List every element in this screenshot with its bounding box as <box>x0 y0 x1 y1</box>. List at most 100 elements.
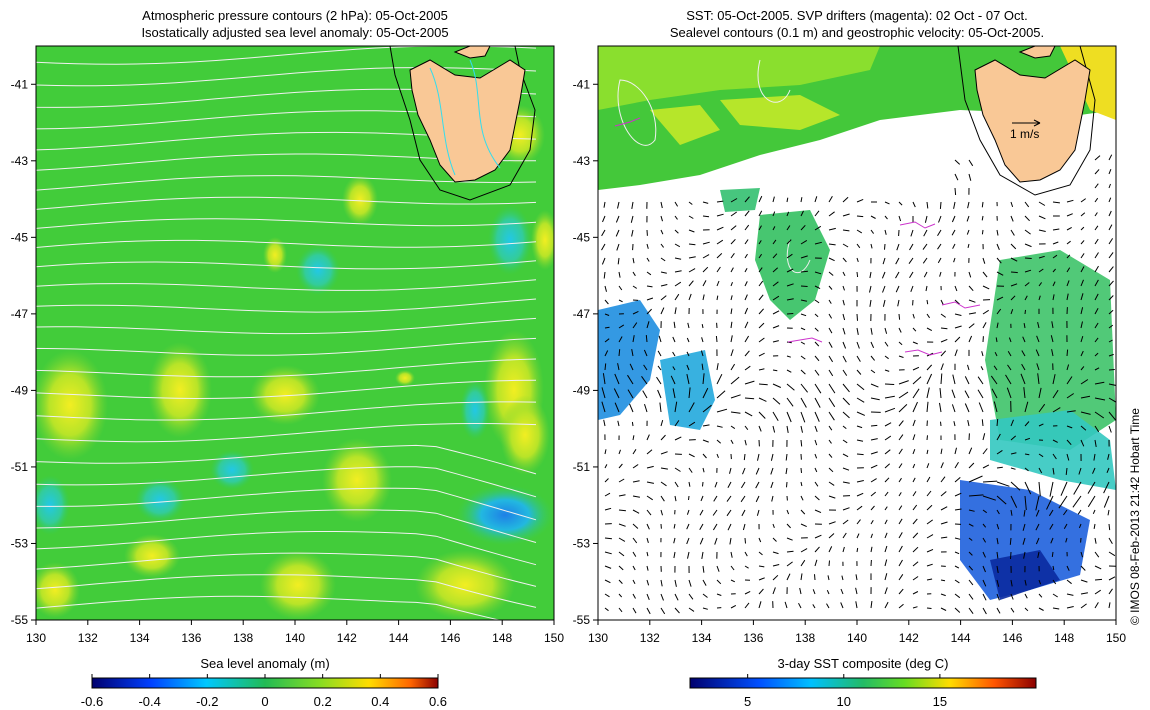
sla-colorbar-label: Sea level anomaly (m) <box>200 656 330 671</box>
sla-anomaly-blobs <box>36 105 554 620</box>
velocity-arrow <box>618 593 623 598</box>
velocity-arrow <box>688 293 692 301</box>
velocity-arrow <box>954 593 961 599</box>
velocity-arrow <box>982 607 987 615</box>
pressure-contour-line <box>36 531 537 566</box>
velocity-arrow <box>1024 481 1032 495</box>
velocity-arrow <box>674 467 681 472</box>
pressure-contour-line <box>36 260 537 274</box>
velocity-arrow <box>1094 238 1099 245</box>
velocity-arrow <box>840 602 844 609</box>
velocity-arrow <box>856 341 860 349</box>
velocity-arrow <box>657 365 662 371</box>
velocity-arrow <box>828 313 833 319</box>
velocity-arrow <box>800 439 803 447</box>
velocity-arrow <box>926 387 930 399</box>
velocity-arrow <box>616 243 620 251</box>
velocity-arrow <box>1080 321 1083 329</box>
velocity-arrow <box>842 285 845 291</box>
velocity-arrow <box>672 366 676 371</box>
velocity-arrow <box>772 383 782 388</box>
velocity-arrow <box>842 532 847 539</box>
velocity-arrow <box>730 282 733 287</box>
velocity-arrow <box>699 509 704 516</box>
velocity-arrow <box>1066 425 1073 429</box>
velocity-arrow <box>672 336 676 343</box>
velocity-arrow <box>1010 215 1014 222</box>
velocity-arrow <box>646 465 654 469</box>
velocity-arrow <box>1066 364 1070 371</box>
velocity-arrow <box>895 271 900 279</box>
velocity-arrow <box>1108 224 1113 231</box>
velocity-arrow <box>1094 279 1099 287</box>
velocity-arrow <box>1094 352 1099 357</box>
velocity-arrow <box>981 351 984 357</box>
velocity-arrow <box>982 464 990 469</box>
velocity-arrow <box>786 239 792 245</box>
velocity-arrow <box>1008 337 1012 343</box>
velocity-arrow <box>730 579 736 583</box>
velocity-arrow <box>855 587 858 595</box>
velocity-arrow <box>898 391 909 399</box>
velocity-arrow <box>1051 551 1054 557</box>
velocity-arrow <box>869 285 872 293</box>
velocity-arrow <box>968 159 974 167</box>
velocity-arrow <box>1035 537 1040 545</box>
velocity-arrow <box>884 215 888 220</box>
velocity-arrow <box>660 467 668 470</box>
velocity-arrow <box>630 215 634 223</box>
velocity-arrow <box>884 587 888 595</box>
velocity-arrow <box>1080 366 1085 371</box>
velocity-arrow <box>1010 229 1015 236</box>
velocity-arrow <box>870 215 876 219</box>
velocity-arrow <box>674 293 680 301</box>
velocity-arrow <box>939 388 942 399</box>
velocity-arrow <box>800 224 806 231</box>
velocity-arrow <box>646 579 650 586</box>
velocity-arrow <box>1108 537 1113 544</box>
velocity-arrow <box>828 481 835 486</box>
sealevel-contours <box>617 59 811 273</box>
velocity-arrow <box>1103 481 1110 494</box>
velocity-arrow <box>814 271 822 275</box>
velocity-arrow <box>716 408 728 413</box>
velocity-arrow <box>641 376 648 385</box>
velocity-arrow <box>632 537 638 544</box>
velocity-arrow <box>912 419 916 427</box>
velocity-arrow <box>982 579 987 587</box>
velocity-arrow <box>632 593 636 599</box>
velocity-arrow <box>954 565 960 569</box>
colorbar-tick-label: 0.4 <box>371 694 389 709</box>
velocity-arrow <box>744 210 750 217</box>
velocity-arrow <box>1035 495 1040 511</box>
velocity-arrow <box>632 257 635 264</box>
velocity-arrow <box>674 215 678 220</box>
velocity-arrow <box>1094 293 1099 301</box>
velocity-arrow <box>786 355 791 358</box>
velocity-arrow <box>674 243 681 248</box>
velocity-arrow <box>940 313 946 318</box>
velocity-arrow <box>884 573 888 581</box>
velocity-arrow <box>674 593 679 601</box>
velocity-arrow <box>996 537 999 545</box>
velocity-arrow <box>1007 364 1012 371</box>
velocity-arrow <box>1024 269 1032 273</box>
velocity-arrow <box>687 551 690 559</box>
velocity-arrow <box>786 550 794 553</box>
velocity-arrow <box>660 593 664 601</box>
velocity-arrow <box>629 363 634 371</box>
velocity-arrow <box>660 243 664 248</box>
velocity-arrow <box>1052 467 1055 475</box>
velocity-arrow <box>968 447 973 455</box>
colorbar-tick-label: 15 <box>933 694 947 709</box>
velocity-arrow <box>1108 210 1112 217</box>
velocity-arrow <box>1038 295 1041 301</box>
velocity-arrow <box>842 397 850 406</box>
velocity-arrow <box>1108 295 1114 301</box>
velocity-arrow <box>646 297 654 301</box>
velocity-arrow <box>856 243 861 249</box>
velocity-arrow <box>856 271 859 278</box>
velocity-arrow <box>996 607 1001 614</box>
velocity-arrow <box>646 285 653 288</box>
velocity-arrow <box>758 253 763 259</box>
